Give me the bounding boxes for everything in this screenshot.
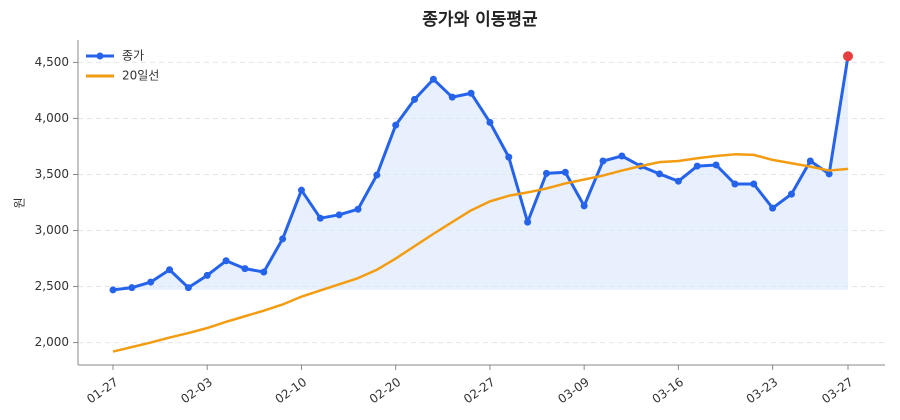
point xyxy=(618,152,626,160)
x-tick-label: 02-20 xyxy=(367,375,404,406)
point xyxy=(693,162,701,170)
point xyxy=(429,75,437,83)
legend-label: 20일선 xyxy=(122,69,159,83)
point xyxy=(279,235,287,243)
point xyxy=(448,93,456,101)
x-tick-label: 02-03 xyxy=(178,375,215,406)
point xyxy=(354,205,362,213)
point xyxy=(109,286,117,294)
point xyxy=(222,257,230,265)
point xyxy=(467,89,475,97)
y-tick-label: 3,500 xyxy=(35,167,69,181)
point xyxy=(486,118,494,126)
point xyxy=(750,180,758,188)
point xyxy=(524,218,532,226)
y-tick-label: 2,000 xyxy=(35,335,69,349)
area xyxy=(113,56,848,290)
point xyxy=(505,153,513,161)
point xyxy=(542,169,550,177)
y-tick-label: 3,000 xyxy=(35,223,69,237)
x-tick-label: 03-09 xyxy=(555,375,592,406)
point xyxy=(825,170,833,178)
y-axis-label: 원 xyxy=(13,197,27,208)
point xyxy=(128,284,136,292)
point xyxy=(712,161,720,169)
line xyxy=(112,153,849,353)
point xyxy=(335,211,343,219)
x-tick-label: 01-27 xyxy=(84,375,121,406)
y-tick-label: 4,500 xyxy=(35,55,69,69)
point xyxy=(411,95,419,103)
point xyxy=(241,265,249,273)
y-tick-label: 4,000 xyxy=(35,111,69,125)
point xyxy=(674,177,682,185)
chart-title: 종가와 이동평균 xyxy=(422,10,538,30)
x-tick-label: 02-10 xyxy=(273,375,310,406)
point xyxy=(806,157,814,165)
point xyxy=(147,278,155,286)
legend-label: 종가 xyxy=(122,49,144,63)
point xyxy=(731,180,739,188)
point xyxy=(297,186,305,194)
point xyxy=(373,171,381,179)
point xyxy=(787,190,795,198)
point xyxy=(769,204,777,212)
point xyxy=(184,284,192,292)
point xyxy=(599,157,607,165)
point xyxy=(316,214,324,222)
point xyxy=(561,168,569,176)
y-tick-label: 2,500 xyxy=(35,279,69,293)
point xyxy=(392,121,400,129)
point xyxy=(166,266,174,274)
point xyxy=(260,268,268,276)
point xyxy=(580,202,588,210)
x-tick-label: 03-16 xyxy=(650,375,687,406)
highlight-point xyxy=(843,51,853,62)
x-tick-label: 03-27 xyxy=(819,375,856,406)
x-tick-label: 02-27 xyxy=(461,375,498,406)
point xyxy=(203,271,211,279)
legend-marker xyxy=(96,52,104,60)
x-tick-label: 03-23 xyxy=(744,375,781,406)
point xyxy=(656,170,664,178)
line xyxy=(112,56,850,292)
